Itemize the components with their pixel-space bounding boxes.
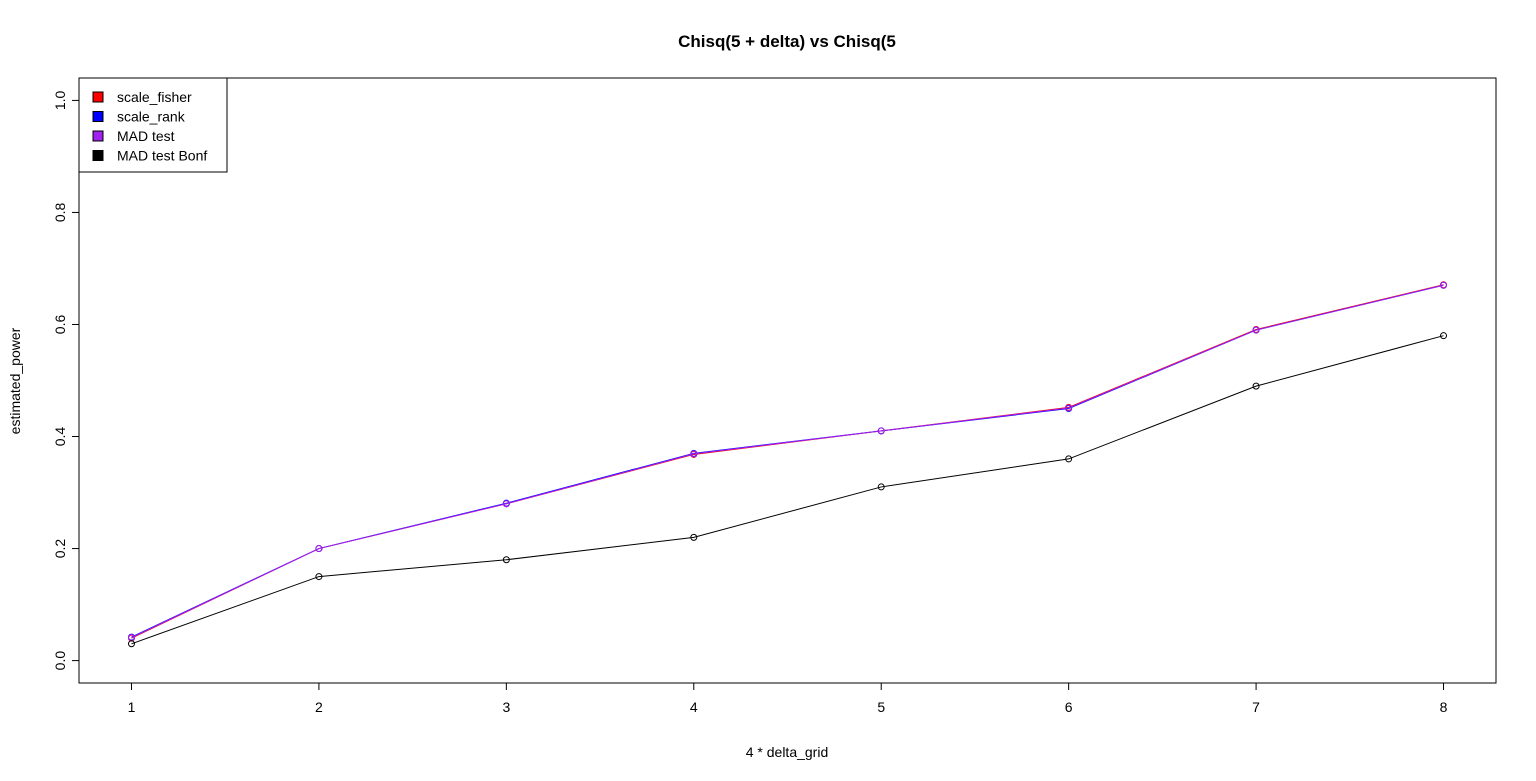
series-layer — [127, 281, 1448, 648]
series-line — [131, 284, 1444, 638]
x-tick-label: 5 — [877, 699, 885, 715]
x-tick-label: 1 — [128, 699, 136, 715]
legend-label: scale_fisher — [117, 89, 192, 105]
data-point — [690, 450, 698, 458]
legend-box — [78, 77, 228, 173]
y-tick-label: 0.4 — [52, 427, 68, 447]
x-axis-label: 4 * delta_grid — [746, 744, 829, 760]
data-point — [502, 556, 510, 564]
x-tick-label: 7 — [1252, 699, 1260, 715]
chart-title: Chisq(5 + delta) vs Chisq(5 — [678, 32, 896, 51]
legend-label: scale_rank — [117, 109, 186, 125]
y-axis-label: estimated_power — [7, 327, 23, 434]
legend-label: MAD test — [117, 128, 175, 144]
data-point — [502, 500, 510, 508]
y-tick-label: 0.6 — [52, 315, 68, 335]
data-point — [1252, 326, 1260, 334]
x-tick-label: 4 — [690, 699, 698, 715]
legend-swatch — [92, 130, 104, 142]
series-line — [131, 284, 1444, 639]
legend-swatch — [92, 91, 104, 103]
y-tick-label: 0.8 — [52, 203, 68, 223]
data-point — [1252, 382, 1260, 390]
data-point — [1440, 332, 1448, 340]
data-point — [877, 483, 885, 491]
x-tick-label: 2 — [315, 699, 323, 715]
data-point — [315, 545, 323, 553]
series-line — [131, 284, 1444, 639]
legend-swatch — [92, 111, 104, 122]
y-tick-label: 0.2 — [52, 539, 68, 559]
plot-frame — [78, 77, 1497, 684]
data-point — [690, 533, 698, 541]
legend: scale_fisher scale_rank MAD test MAD test B… — [78, 77, 228, 173]
x-tick-label: 6 — [1065, 699, 1073, 715]
series-3 — [127, 332, 1448, 648]
series-0 — [127, 281, 1448, 642]
data-point — [1440, 281, 1448, 289]
y-axis: 0.0 0.2 0.4 0.6 0.8 1.0 — [52, 90, 80, 671]
data-point — [1065, 455, 1073, 463]
legend-swatch — [92, 150, 104, 161]
x-tick-label: 8 — [1440, 699, 1448, 715]
y-tick-label: 1.0 — [52, 90, 68, 110]
data-point — [127, 640, 135, 648]
series-line — [131, 335, 1444, 645]
y-tick-label: 0.0 — [52, 651, 68, 671]
data-point — [315, 573, 323, 581]
series-1 — [127, 281, 1448, 641]
legend-label: MAD test Bonf — [117, 148, 207, 164]
x-tick-label: 3 — [502, 699, 510, 715]
data-point — [1065, 404, 1073, 412]
x-axis: 1 2 3 4 5 6 7 8 — [128, 682, 1448, 715]
data-point — [877, 427, 885, 435]
series-2 — [127, 281, 1448, 642]
